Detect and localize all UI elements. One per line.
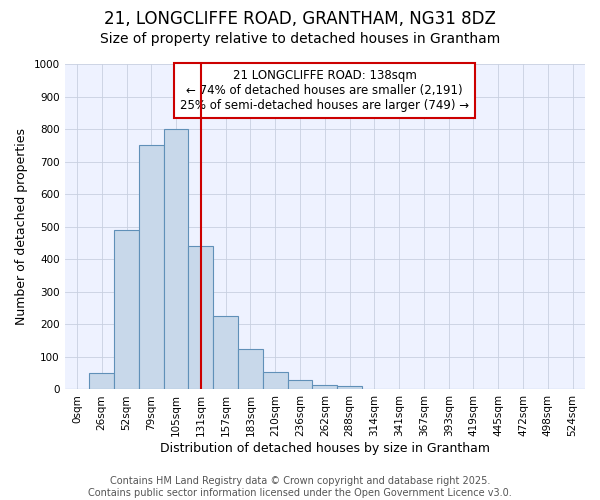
Bar [313,384,337,390]
Bar [337,386,362,390]
Bar [287,380,313,390]
Y-axis label: Number of detached properties: Number of detached properties [15,128,28,325]
Bar [263,372,287,390]
Bar [114,230,139,390]
Text: Contains HM Land Registry data © Crown copyright and database right 2025.
Contai: Contains HM Land Registry data © Crown c… [88,476,512,498]
Bar [213,316,238,390]
X-axis label: Distribution of detached houses by size in Grantham: Distribution of detached houses by size … [160,442,490,455]
Bar [164,129,188,390]
Text: 21, LONGCLIFFE ROAD, GRANTHAM, NG31 8DZ: 21, LONGCLIFFE ROAD, GRANTHAM, NG31 8DZ [104,10,496,28]
Bar [139,146,164,390]
Text: 21 LONGCLIFFE ROAD: 138sqm
← 74% of detached houses are smaller (2,191)
25% of s: 21 LONGCLIFFE ROAD: 138sqm ← 74% of deta… [180,69,469,112]
Bar [188,246,213,390]
Text: Size of property relative to detached houses in Grantham: Size of property relative to detached ho… [100,32,500,46]
Bar [89,373,114,390]
Bar [238,349,263,390]
